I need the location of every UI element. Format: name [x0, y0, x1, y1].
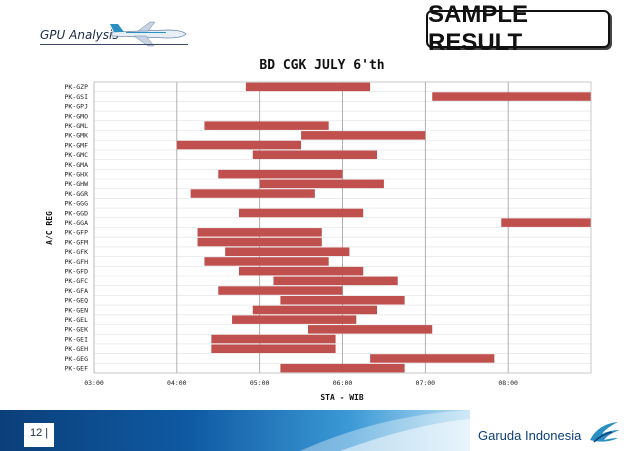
gantt-bar — [204, 257, 329, 266]
garuda-bird-logo-icon — [590, 422, 620, 443]
gantt-bar — [225, 247, 350, 256]
bars-layer — [176, 82, 591, 373]
x-tick-label: 06:00 — [333, 379, 353, 387]
y-tick-label: PK-GMA — [65, 161, 89, 169]
y-tick-label: PK-GEI — [65, 335, 89, 343]
gantt-bar — [280, 363, 405, 373]
footer-wave-decoration — [300, 410, 638, 451]
y-tick-label: PK-GGG — [65, 200, 89, 208]
gantt-bar — [197, 237, 322, 247]
y-tick-label: PK-GFA — [65, 287, 89, 295]
gantt-bar — [190, 189, 315, 198]
y-tick-label: PK-GPJ — [65, 103, 89, 111]
gantt-bar — [204, 121, 329, 130]
gantt-bar — [252, 150, 378, 159]
x-tick-label: 04:00 — [167, 379, 187, 387]
gantt-bar — [218, 169, 343, 179]
y-tick-label: PK-GHW — [65, 180, 89, 188]
y-tick-label: PK-GEF — [65, 364, 89, 372]
y-tick-label: PK-GGD — [65, 209, 89, 217]
y-axis-label: A/C REG — [45, 211, 54, 245]
x-tick-label: 03:00 — [84, 379, 104, 387]
gantt-bar — [245, 82, 371, 92]
y-tick-label: PK-GFP — [65, 229, 89, 237]
gantt-bar — [370, 354, 495, 363]
x-tick-label: 08:00 — [498, 379, 518, 387]
x-tick-label: 07:00 — [416, 379, 436, 387]
y-tick-label: PK-GGR — [65, 190, 89, 198]
gantt-bar — [176, 140, 302, 150]
header-title: GPU Analysis — [40, 28, 119, 42]
header-divider — [40, 44, 188, 45]
plot-frame — [93, 81, 592, 374]
gantt-bar — [280, 296, 405, 305]
y-tick-label: PK-GEG — [65, 355, 89, 363]
y-tick-label: PK-GGA — [65, 219, 89, 227]
gantt-bar — [232, 315, 357, 324]
gantt-bar — [252, 305, 378, 315]
sample-result-badge: SAMPLE RESULT — [426, 1, 610, 56]
x-tick-labels: 03:00 04:00 05:00 06:00 07:00 08:00 — [84, 379, 518, 387]
gantt-bar — [238, 208, 364, 218]
y-tick-label: PK-GZP — [65, 83, 89, 91]
y-tick-label: PK-GMO — [65, 112, 89, 120]
x-axis-label: STA - WIB — [320, 393, 364, 402]
gantt-bar — [211, 344, 336, 353]
grid-layer — [93, 81, 591, 374]
gantt-bar — [501, 218, 591, 227]
y-tick-label: PK-GEH — [65, 345, 89, 353]
gantt-bar — [301, 131, 426, 140]
y-tick-labels: PK-GZPPK-GSIPK-GPJPK-GMOPK-GMLPK-GMKPK-G… — [65, 83, 89, 372]
y-tick-label: PK-GML — [65, 122, 89, 130]
y-tick-label: PK-GEN — [65, 306, 89, 314]
airplane-logo-icon — [110, 21, 187, 47]
brand-name: Garuda Indonesia — [478, 428, 582, 443]
y-tick-label: PK-GEL — [65, 316, 89, 324]
y-tick-label: PK-GMF — [65, 141, 89, 149]
y-tick-label: PK-GSI — [65, 93, 89, 101]
y-tick-label: PK-GFK — [65, 248, 89, 256]
page-number: 12 | — [24, 423, 55, 447]
gantt-bar — [218, 286, 343, 295]
gantt-bar — [259, 179, 384, 189]
gantt-bar — [197, 228, 322, 237]
gantt-bar — [238, 266, 364, 276]
y-tick-label: PK-GFH — [65, 258, 89, 266]
x-tick-label: 05:00 — [250, 379, 270, 387]
gantt-bar — [432, 92, 591, 101]
gantt-bar — [307, 325, 433, 334]
y-tick-label: PK-GMK — [65, 132, 89, 140]
y-tick-label: PK-GFC — [65, 277, 89, 285]
gantt-bar — [211, 334, 336, 344]
y-tick-label: PK-GMC — [65, 151, 89, 159]
y-tick-label: PK-GFD — [65, 267, 89, 275]
y-tick-label: PK-GFM — [65, 238, 89, 246]
gantt-bar — [273, 276, 398, 286]
y-tick-label: PK-GEK — [65, 326, 89, 334]
y-tick-label: PK-GEQ — [65, 297, 89, 305]
chart-title: BD CGK JULY 6'th — [259, 58, 384, 73]
y-tick-label: PK-GHX — [65, 170, 89, 178]
gantt-chart: BD CGK JULY 6'th PK-GZPPK-GSIPK-GPJPK-GM… — [45, 58, 592, 402]
